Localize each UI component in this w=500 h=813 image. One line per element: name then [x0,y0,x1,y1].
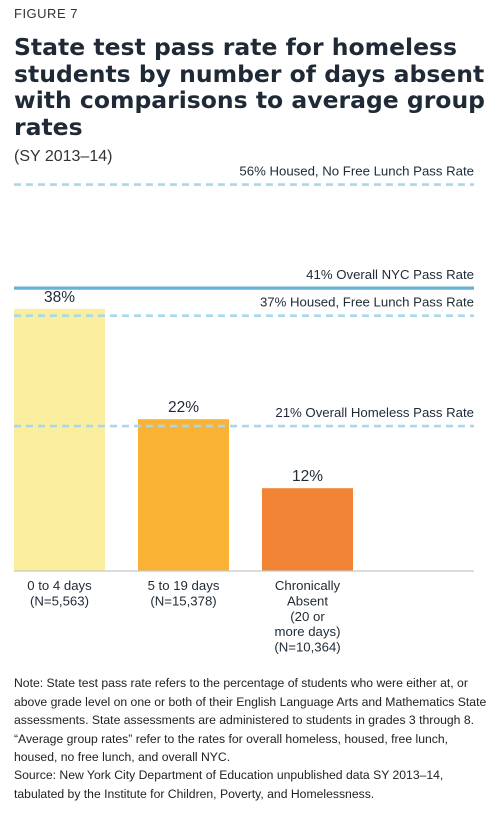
chart-subtitle: (SY 2013–14) [14,148,113,165]
bar-3 [262,488,353,571]
category-label-3-line-4: more days) [275,624,341,639]
category-label-2-line-2: (N=15,378) [150,593,216,608]
value-label-2: 22% [168,399,199,416]
category-label-1-line-2: (N=5,563) [30,593,89,608]
chart-source: Source: New York City Department of Educ… [14,768,444,801]
category-label-1-line-1: 0 to 4 days [27,578,92,593]
category-label-3-line-5: (N=10,364) [274,640,340,655]
chart-note: Note: State test pass rate refers to the… [14,676,487,765]
value-label-1: 38% [44,289,75,306]
bar-2 [138,419,229,571]
reference-line-label-2: 41% Overall NYC Pass Rate [306,267,474,282]
bar-chart: 56% Housed, No Free Lunch Pass Rate 41% O… [14,164,474,655]
figure-label: FIGURE 7 [14,6,78,21]
reference-line-label-3: 37% Housed, Free Lunch Pass Rate [260,295,474,310]
chart-title: State test pass rate for homeless studen… [14,33,485,141]
bar-1 [14,308,105,571]
category-label-3-line-1: Chronically [275,578,341,593]
category-label-3-line-3: (20 or [290,609,325,624]
value-label-3: 12% [292,468,323,485]
reference-line-label-4: 21% Overall Homeless Pass Rate [275,405,474,420]
category-label-2-line-1: 5 to 19 days [148,578,220,593]
category-label-3-line-2: Absent [287,593,328,608]
reference-line-label-1: 56% Housed, No Free Lunch Pass Rate [239,164,474,179]
